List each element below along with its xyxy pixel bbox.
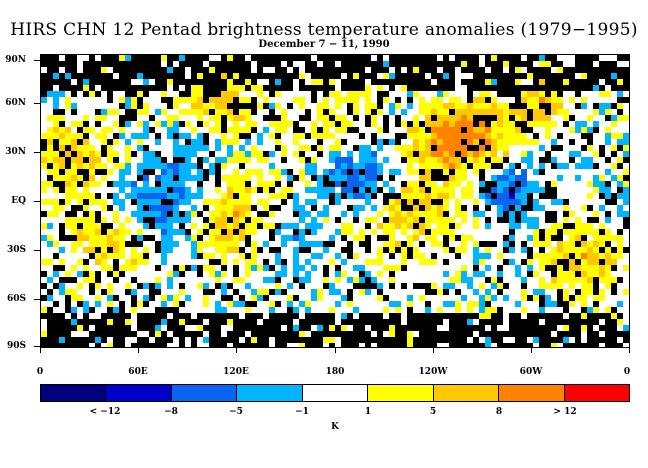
y-axis-label-30s: 30S (6, 245, 26, 255)
x-tick (433, 348, 434, 353)
anomaly-map (40, 54, 630, 348)
x-tick (335, 348, 336, 353)
colorbar-label-8neg: −8 (164, 407, 178, 417)
x-tick (629, 348, 630, 353)
x-axis-label-0: 0 (36, 367, 44, 377)
colorbar-label-5: 5 (429, 407, 437, 417)
x-axis-label-120w: 120W (418, 367, 448, 377)
colorbar-swatch (171, 385, 238, 401)
x-axis-label-180: 180 (325, 367, 345, 377)
colorbar (40, 384, 630, 402)
y-tick (34, 152, 40, 153)
y-axis-label-30n: 30N (5, 147, 26, 157)
x-axis-label-120e: 120E (223, 367, 249, 377)
y-axis-label-60s: 60S (6, 294, 26, 304)
colorbar-swatch (237, 385, 303, 401)
colorbar-swatch (433, 385, 500, 401)
colorbar-swatch (106, 385, 172, 401)
y-tick (34, 250, 40, 251)
colorbar-label-5neg: −5 (229, 407, 243, 417)
y-tick (34, 201, 40, 202)
colorbar-swatch (564, 385, 629, 401)
colorbar-swatch (41, 385, 107, 401)
colorbar-swatch (302, 385, 369, 401)
x-axis-label-60w: 60W (519, 367, 543, 377)
y-axis-label-90s: 90S (6, 341, 26, 351)
colorbar-label-1neg: −1 (295, 407, 309, 417)
x-axis-label-0-end: 0 (623, 367, 631, 377)
y-tick (34, 103, 40, 104)
y-axis-label-60n: 60N (5, 98, 26, 108)
chart-subtitle: December 7 − 11, 1990 (258, 39, 390, 50)
anomaly-map-canvas (41, 55, 629, 347)
x-tick (236, 348, 237, 353)
x-tick (531, 348, 532, 353)
colorbar-unit: K (331, 422, 339, 432)
colorbar-label-1: 1 (364, 407, 372, 417)
y-tick (34, 346, 40, 347)
colorbar-label-gt-12: > 12 (553, 407, 577, 417)
colorbar-label-8: 8 (495, 407, 503, 417)
x-axis-label-60e: 60E (128, 367, 148, 377)
colorbar-label-lt-12: < −12 (89, 407, 121, 417)
colorbar-swatch (368, 385, 434, 401)
y-tick (34, 60, 40, 61)
chart-title: HIRS CHN 12 Pentad brightness temperatur… (10, 20, 638, 40)
x-tick (138, 348, 139, 353)
y-tick (34, 299, 40, 300)
y-axis-label-90n: 90N (5, 55, 26, 65)
y-axis-label-eq: EQ (11, 196, 26, 206)
x-tick (40, 348, 41, 353)
colorbar-swatch (499, 385, 565, 401)
